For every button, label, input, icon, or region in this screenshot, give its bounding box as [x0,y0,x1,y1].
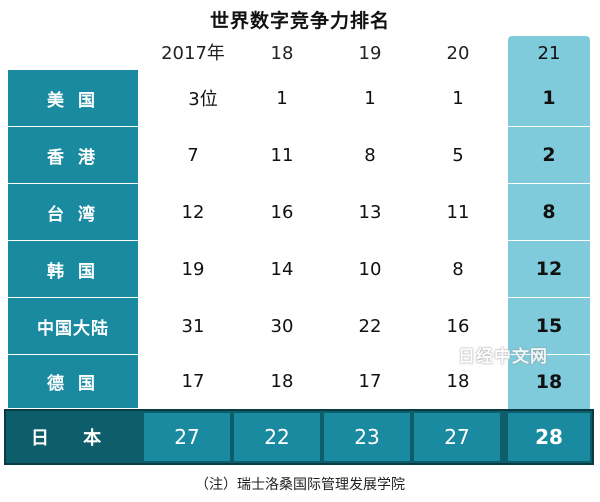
row-divider [8,126,590,127]
cell: 5 [452,144,464,166]
watermark: 日经中文网 [458,347,548,367]
japan-cell-2021: 28 [508,413,590,461]
cell: 18 [446,371,470,392]
cell: 14 [270,258,294,280]
chart-title: 世界数字竞争力排名 [209,10,390,32]
cell: 8 [364,144,376,166]
cell: 17 [358,371,382,392]
year-header-2019: 19 [358,43,382,64]
cell: 8 [452,258,464,280]
cell: 1 [452,87,464,109]
row-label-japan: 日 本 [30,428,116,449]
cell: 17 [181,371,205,392]
row-label-korea: 韩 国 [8,241,138,297]
cell: 22 [358,315,382,337]
cell: 1 [276,87,288,109]
highlight-column-2021 [508,36,590,411]
cell: 1 [364,87,376,109]
year-header-2020: 20 [446,43,470,64]
cell: 11 [446,201,470,223]
cell: 31 [181,315,205,337]
cell: 30 [270,315,294,337]
cell-2021: 2 [542,144,556,166]
cell-2021: 15 [535,315,563,337]
cell: 16 [270,201,294,223]
cell-2021: 18 [535,370,563,393]
cell: 18 [270,371,294,392]
row-label-hongkong: 香 港 [8,127,138,183]
cell: 12 [181,201,205,223]
cell: 10 [358,258,382,280]
source-note: （注）瑞士洛桑国际管理发展学院 [195,477,405,493]
japan-cell: 23 [324,413,410,461]
cell: 16 [446,315,470,337]
cell: 3位 [188,89,218,110]
row-label-us: 美 国 [8,70,138,126]
cell-2021: 8 [542,201,556,223]
cell: 13 [358,201,382,223]
row-divider [8,240,590,241]
japan-cell: 27 [414,413,500,461]
cell-2021: 12 [535,258,563,280]
cell: 19 [181,258,205,280]
cell: 11 [270,144,294,166]
cell-2021: 1 [542,87,556,109]
row-label-mainland-china: 中国大陆 [8,298,138,354]
year-header-2018: 18 [270,43,294,64]
japan-cell: 27 [144,413,230,461]
row-divider [8,354,590,355]
year-header-2017: 2017年 [161,43,225,64]
japan-cell: 22 [234,413,320,461]
row-label-germany: 德 国 [8,355,138,408]
row-divider [8,183,590,184]
row-label-taiwan: 台 湾 [8,184,138,240]
cell: 7 [187,144,199,166]
row-divider [8,297,590,298]
year-header-2021: 21 [537,43,561,64]
